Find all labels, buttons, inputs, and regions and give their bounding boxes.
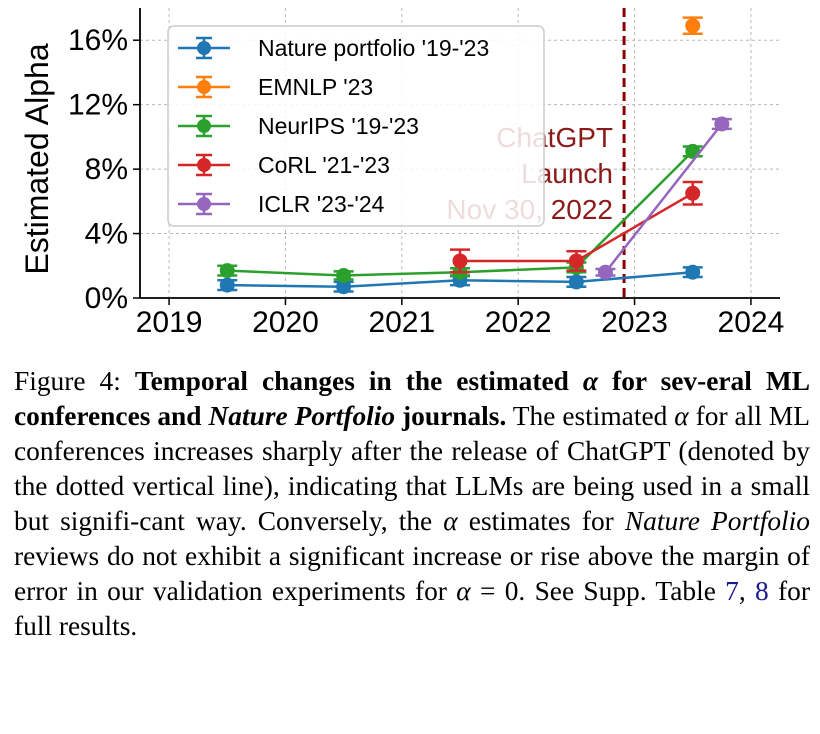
y-tick-label: 8%: [85, 153, 128, 186]
axes: 2019 2020 2021 2022 2023 2024 0% 4% 8% 12% 16%: [68, 8, 784, 339]
data-point: [568, 274, 584, 290]
data-point: [685, 264, 701, 280]
legend-item: NeurIPS '19-'23: [178, 113, 419, 139]
data-point: [568, 253, 584, 269]
legend-box: [167, 25, 545, 227]
caption-comma: ,: [738, 576, 756, 606]
legend-item: EMNLP '23: [178, 74, 373, 100]
legend-marker: [197, 119, 211, 133]
y-axis-label: Estimated Alpha: [19, 43, 55, 274]
caption-text-6: for full results.: [14, 576, 810, 641]
series-4: [595, 116, 732, 280]
x-tick-label: 2022: [485, 306, 552, 339]
alpha-symbol: α: [582, 366, 599, 396]
caption-equation: = 0.: [470, 576, 526, 606]
alpha-symbol: α: [456, 576, 471, 606]
caption-text-4: reviews do not exhibit a significant inc…: [14, 541, 810, 606]
data-point: [597, 264, 613, 280]
table-ref-link[interactable]: 8: [755, 576, 769, 606]
caption-text-3: estimates for: [457, 506, 625, 536]
data-point: [714, 116, 730, 132]
x-tick-label: 2019: [136, 306, 203, 339]
data-point: [452, 253, 468, 269]
data-point: [336, 279, 352, 295]
data-point: [336, 267, 352, 283]
y-tick-label: 4%: [85, 218, 128, 251]
figure-label: Figure 4:: [14, 366, 135, 396]
caption-text-1: The estimated: [506, 401, 675, 431]
legend-marker: [197, 41, 211, 55]
x-tick-label: 2024: [718, 306, 785, 339]
x-tick-label: 2023: [601, 306, 668, 339]
alpha-symbol: α: [674, 401, 689, 431]
table-ref-link[interactable]: 7: [725, 576, 739, 606]
series-3: [450, 180, 703, 274]
caption-bold-3: journals.: [395, 401, 507, 431]
legend-label: Nature portfolio '19-'23: [258, 35, 489, 61]
legend-item: ICLR '23-'24: [178, 191, 385, 217]
x-tick-label: 2021: [368, 306, 435, 339]
legend-label: ICLR '23-'24: [258, 191, 385, 217]
legend-marker: [197, 158, 211, 172]
legend-item: CoRL '21-'23: [178, 152, 390, 178]
series-line: [604, 123, 723, 273]
data-point: [219, 263, 235, 279]
caption-bold-2: for sev-eral ML conferences and: [14, 366, 810, 431]
legend-label: CoRL '21-'23: [258, 152, 390, 178]
y-tick-label: 0%: [85, 282, 128, 315]
data-point: [685, 18, 701, 34]
chart: 2019 2020 2021 2022 2023 2024 0% 4% 8% 12% 16% Est…: [19, 8, 784, 339]
legend-item: Nature portfolio '19-'23: [178, 35, 489, 61]
legend-marker: [197, 80, 211, 94]
figure-caption: Figure 4: Temporal changes in the estima…: [14, 364, 810, 644]
caption-italic-2: Nature Portfolio: [624, 506, 810, 536]
legend-marker: [197, 197, 211, 211]
legend-label: EMNLP '23: [258, 74, 373, 100]
caption-text-2: for all ML conferences increases sharply…: [14, 401, 811, 536]
caption-bold-1: Temporal changes in the estimated: [134, 366, 583, 396]
caption-bold-italic: Nature Portfolio: [208, 401, 396, 431]
data-point: [685, 185, 701, 201]
caption-text-5: See Supp. Table: [525, 576, 726, 606]
alpha-symbol: α: [443, 506, 458, 536]
series-1: [682, 16, 703, 36]
data-point: [219, 277, 235, 293]
x-tick-label: 2020: [252, 306, 319, 339]
data-point: [685, 143, 701, 159]
legend: Nature portfolio '19-'23 EMNLP '23 NeurIPS…: [167, 25, 545, 227]
legend-label: NeurIPS '19-'23: [258, 113, 419, 139]
y-tick-label: 12%: [68, 89, 128, 122]
y-tick-label: 16%: [68, 24, 128, 57]
series-layer: [217, 16, 732, 295]
